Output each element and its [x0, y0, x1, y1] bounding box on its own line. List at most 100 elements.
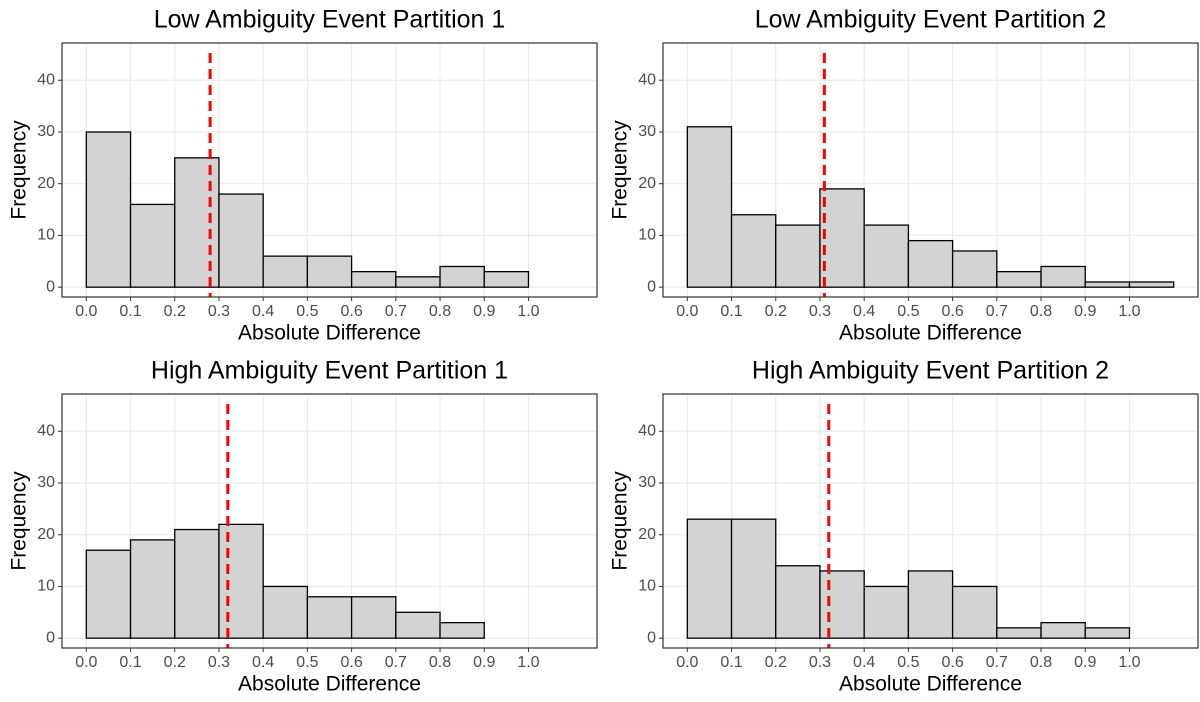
- bar: [129, 203, 176, 288]
- bar: [1128, 281, 1175, 288]
- x-tick-label: 0.2: [164, 303, 186, 320]
- bar: [129, 539, 176, 639]
- bar: [306, 255, 353, 288]
- y-tick-label: 20: [37, 175, 55, 192]
- x-tick-label: 0.5: [897, 654, 919, 671]
- plot-border: [662, 42, 1199, 298]
- x-tick-label: 0.0: [676, 303, 698, 320]
- x-tick-label: 0.1: [720, 303, 742, 320]
- x-tick-label: 1.0: [1118, 303, 1140, 320]
- bar: [730, 518, 777, 639]
- x-tick-label: 0.4: [853, 303, 875, 320]
- y-tick-label: 30: [638, 123, 656, 140]
- bar: [686, 126, 733, 288]
- y-tick-label: 10: [37, 227, 55, 244]
- bar: [951, 250, 998, 288]
- bar: [350, 596, 397, 639]
- x-tick-label: 0.6: [941, 303, 963, 320]
- y-tick-label: 20: [37, 526, 55, 543]
- chart-title: Low Ambiguity Event Partition 2: [755, 6, 1107, 34]
- x-tick-label: 0.7: [986, 303, 1008, 320]
- bar: [863, 585, 910, 639]
- bar: [262, 585, 309, 639]
- x-tick-label: 0.9: [1074, 654, 1096, 671]
- x-tick-label: 0.4: [252, 654, 274, 671]
- x-tick-label: 0.4: [252, 303, 274, 320]
- x-tick-label: 1.0: [517, 654, 539, 671]
- x-tick-label: 0.1: [119, 654, 141, 671]
- bar: [730, 214, 777, 288]
- x-tick-label: 0.8: [1030, 303, 1052, 320]
- x-tick-label: 0.0: [75, 303, 97, 320]
- y-tick-label: 10: [638, 227, 656, 244]
- y-tick-label: 20: [638, 526, 656, 543]
- x-tick-label: 0.4: [853, 654, 875, 671]
- x-tick-label: 0.7: [385, 303, 407, 320]
- bar: [1084, 627, 1131, 639]
- bar: [819, 570, 865, 639]
- x-tick-label: 0.9: [473, 654, 495, 671]
- x-tick-label: 0.1: [720, 654, 742, 671]
- x-axis-title: Absolute Difference: [839, 322, 1022, 345]
- bar: [218, 193, 264, 288]
- plot-border: [61, 393, 598, 649]
- bar: [996, 627, 1042, 639]
- bar: [1084, 281, 1131, 288]
- bar: [1040, 622, 1086, 639]
- y-tick-label: 0: [46, 278, 55, 295]
- bar: [218, 523, 264, 639]
- bar: [863, 224, 910, 288]
- x-tick-label: 1.0: [1118, 654, 1140, 671]
- y-tick-label: 40: [37, 422, 55, 439]
- x-tick-label: 0.5: [296, 303, 318, 320]
- y-axis-title: Frequency: [609, 120, 632, 220]
- y-tick-label: 30: [37, 123, 55, 140]
- x-axis-title: Absolute Difference: [839, 673, 1022, 696]
- x-tick-label: 0.3: [809, 303, 831, 320]
- x-tick-label: 0.6: [340, 654, 362, 671]
- y-axis-title: Frequency: [609, 471, 632, 571]
- y-tick-label: 40: [37, 71, 55, 88]
- bar: [85, 549, 132, 639]
- x-tick-label: 0.6: [340, 303, 362, 320]
- bar: [85, 131, 132, 288]
- plot-border: [662, 393, 1199, 649]
- bar: [686, 518, 733, 639]
- bar: [395, 276, 441, 288]
- x-axis-title: Absolute Difference: [238, 673, 421, 696]
- x-tick-label: 0.7: [385, 654, 407, 671]
- x-tick-label: 0.1: [119, 303, 141, 320]
- bar: [775, 224, 821, 288]
- y-tick-label: 30: [638, 474, 656, 491]
- bar: [439, 622, 485, 639]
- x-tick-label: 0.8: [429, 654, 451, 671]
- x-tick-label: 0.9: [1074, 303, 1096, 320]
- y-tick-label: 40: [638, 71, 656, 88]
- x-tick-label: 0.2: [765, 303, 787, 320]
- bar: [907, 239, 954, 288]
- y-tick-label: 20: [638, 175, 656, 192]
- x-tick-label: 0.7: [986, 654, 1008, 671]
- bar: [439, 265, 485, 288]
- y-tick-label: 0: [46, 629, 55, 646]
- y-tick-label: 10: [37, 578, 55, 595]
- x-tick-label: 0.0: [75, 654, 97, 671]
- bar: [174, 528, 220, 639]
- x-tick-label: 0.5: [897, 303, 919, 320]
- x-tick-label: 0.0: [676, 654, 698, 671]
- bar: [907, 570, 954, 639]
- bar: [819, 188, 865, 288]
- x-tick-label: 0.3: [809, 654, 831, 671]
- y-tick-label: 0: [647, 278, 656, 295]
- chart-title: Low Ambiguity Event Partition 1: [154, 6, 506, 34]
- bar: [996, 271, 1042, 288]
- x-tick-label: 0.8: [1030, 654, 1052, 671]
- bar: [395, 611, 441, 639]
- bar: [483, 271, 530, 288]
- x-tick-label: 0.2: [164, 654, 186, 671]
- bar: [174, 157, 220, 288]
- chart-title: High Ambiguity Event Partition 1: [151, 357, 508, 385]
- x-tick-label: 0.2: [765, 654, 787, 671]
